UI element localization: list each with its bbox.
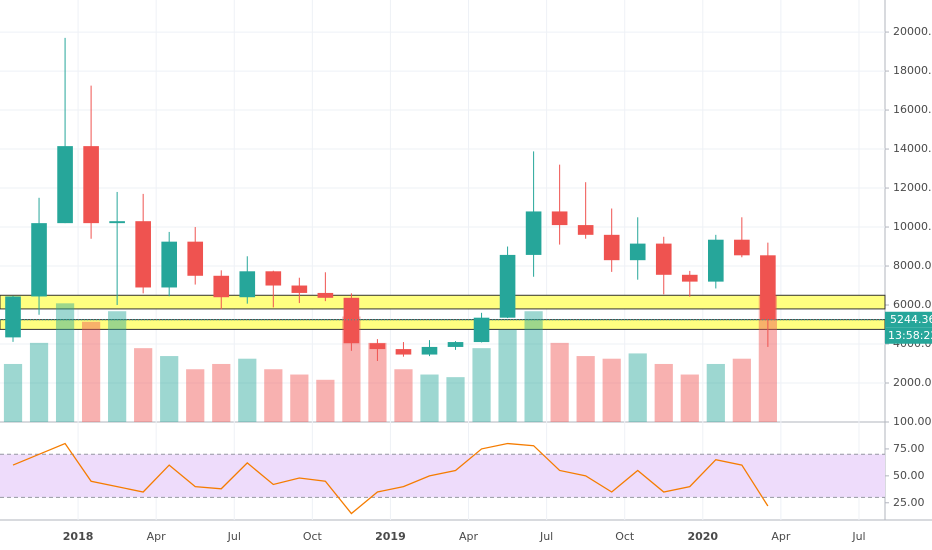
y-tick-label: 6000.00 xyxy=(893,298,932,311)
candle-body xyxy=(499,254,516,318)
x-tick-label: Apr xyxy=(147,530,167,543)
candle-body xyxy=(83,146,99,224)
volume-bar xyxy=(680,374,699,422)
last-price-label: 5244.36 xyxy=(890,313,932,326)
volume-bar xyxy=(238,358,257,422)
volume-bar xyxy=(134,348,153,422)
y-tick-label: 50.00 xyxy=(893,469,925,482)
volume-bar xyxy=(446,377,465,422)
volume-bar xyxy=(732,358,751,422)
candle-body xyxy=(577,225,594,235)
candle-body xyxy=(57,146,73,224)
candle-body xyxy=(187,241,204,276)
candle-body xyxy=(239,271,256,298)
candle-body xyxy=(421,346,438,355)
candle-body xyxy=(265,271,282,286)
x-tick-label: 2018 xyxy=(63,530,94,543)
volume-bar xyxy=(628,353,647,422)
candle-body xyxy=(291,285,308,293)
volume-bar xyxy=(706,363,725,422)
candle-body xyxy=(109,221,125,224)
volume-bar xyxy=(368,342,387,422)
candle-body xyxy=(551,211,568,226)
volume-bar xyxy=(394,369,413,422)
candle-body xyxy=(525,211,542,255)
y-tick-label: 75.00 xyxy=(893,442,925,455)
volume-bar xyxy=(108,311,127,422)
candle-body xyxy=(213,275,230,298)
y-tick-label: 8000.00 xyxy=(893,259,932,272)
candle-body xyxy=(708,239,724,282)
volume-bar xyxy=(550,342,569,422)
volume-bar xyxy=(212,363,231,422)
x-tick-label: Oct xyxy=(303,530,323,543)
y-tick-label: 100.00 xyxy=(893,415,932,428)
volume-bar xyxy=(3,363,23,422)
candle-body xyxy=(343,297,360,344)
volume-bar xyxy=(420,374,439,422)
last-price-box xyxy=(885,311,932,328)
y-tick-label: 12000.00 xyxy=(893,181,932,194)
candle-body xyxy=(135,221,151,288)
volume-bar xyxy=(602,358,621,422)
candle-body xyxy=(760,255,776,320)
volume-bar xyxy=(264,369,283,422)
volume-bar xyxy=(290,374,309,422)
y-tick-label: 14000.00 xyxy=(893,142,932,155)
volume-bar xyxy=(316,379,335,422)
candle-body xyxy=(681,274,698,282)
x-tick-label: Jul xyxy=(851,530,865,543)
y-tick-label: 2000.00 xyxy=(893,376,932,389)
candle-body xyxy=(655,243,672,275)
volume-bar xyxy=(81,321,101,422)
candle-body xyxy=(395,349,412,355)
support-zone xyxy=(0,294,886,310)
volume-bar xyxy=(758,295,777,422)
rsi-band xyxy=(0,454,885,498)
volume-bar xyxy=(654,363,673,422)
volume-bar xyxy=(524,311,543,422)
x-tick-label: Apr xyxy=(459,530,479,543)
x-tick-label: 2019 xyxy=(375,530,406,543)
volume-bar xyxy=(186,369,205,422)
candle-body xyxy=(5,296,21,338)
candle-body xyxy=(447,342,464,347)
y-tick-label: 20000.00 xyxy=(893,25,932,38)
countdown-label: 13:58:22 xyxy=(888,329,932,342)
candle-body xyxy=(369,343,386,350)
volume-bar xyxy=(29,342,49,422)
x-tick-label: Jul xyxy=(227,530,241,543)
candle-body xyxy=(629,243,646,261)
volume-bar xyxy=(498,329,517,422)
candle-body xyxy=(161,241,177,288)
candle-body xyxy=(317,292,334,298)
x-tick-label: Apr xyxy=(771,530,791,543)
x-tick-label: Oct xyxy=(615,530,635,543)
candle-body xyxy=(734,239,750,256)
y-tick-label: 16000.00 xyxy=(893,103,932,116)
volume-bar xyxy=(160,356,179,422)
y-tick-label: 25.00 xyxy=(893,496,925,509)
candle-body xyxy=(603,234,620,261)
volume-bar xyxy=(576,356,595,422)
x-tick-label: Jul xyxy=(539,530,553,543)
y-tick-label: 10000.00 xyxy=(893,220,932,233)
countdown-box xyxy=(885,327,932,344)
candle-body xyxy=(473,317,490,343)
x-tick-label: 2020 xyxy=(687,530,718,543)
support-zone xyxy=(0,319,886,330)
volume-bar xyxy=(472,348,491,422)
volume-bar xyxy=(55,303,75,422)
y-tick-label: 18000.00 xyxy=(893,64,932,77)
candle-body xyxy=(31,223,47,297)
rsi-line xyxy=(12,442,769,515)
